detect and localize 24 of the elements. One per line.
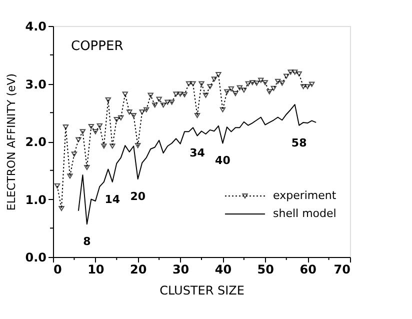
annotation: 58 <box>291 136 307 150</box>
x-tick-label: 30 <box>172 262 190 276</box>
annotation: 8 <box>83 235 91 248</box>
y-tick-label: 3.0 <box>25 77 46 92</box>
annotation: COPPER <box>71 39 124 54</box>
x-tick-label: 10 <box>88 262 104 276</box>
y-tick-label: 1.0 <box>25 192 46 207</box>
legend-label: experiment <box>273 189 337 202</box>
annotation: 34 <box>190 146 206 160</box>
x-axis-title: CLUSTER SIZE <box>160 284 244 298</box>
x-tick-label: 20 <box>130 262 147 276</box>
y-tick-label: 2.0 <box>25 135 46 149</box>
annotation: 40 <box>215 154 231 168</box>
y-tick-label: 4.0 <box>25 20 46 34</box>
annotation: 14 <box>104 192 120 206</box>
annotation: 20 <box>130 190 146 204</box>
x-tick-label: 60 <box>300 262 316 276</box>
legend-label: shell model <box>273 207 336 220</box>
y-axis-title: ELECTRON AFFINITY (eV) <box>5 73 18 211</box>
x-tick-label: 70 <box>334 262 350 276</box>
x-tick-label: 0 <box>54 262 62 276</box>
x-tick-label: 50 <box>257 262 274 276</box>
x-tick-label: 40 <box>214 262 232 276</box>
y-tick-label: 0.0 <box>25 250 46 264</box>
